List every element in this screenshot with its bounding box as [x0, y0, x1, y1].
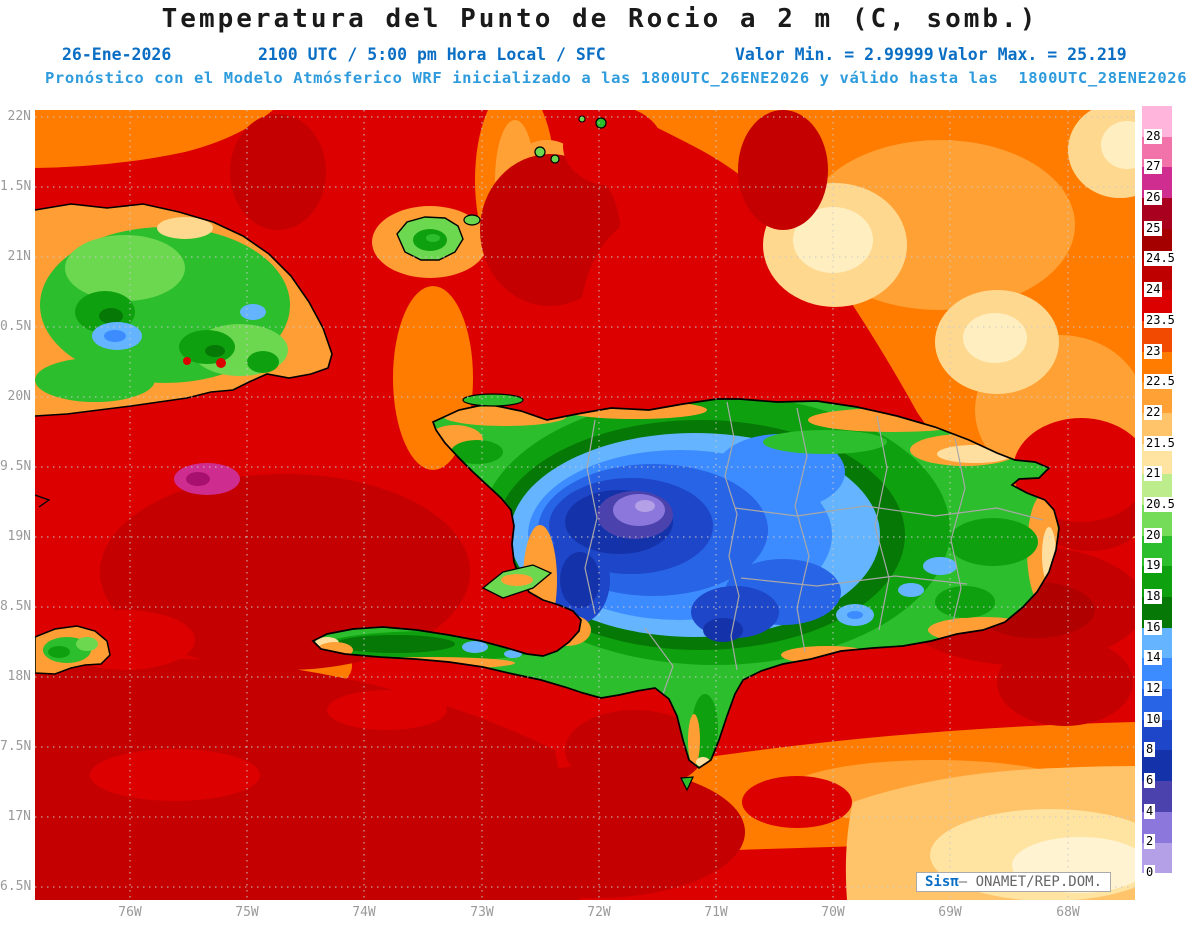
lat-label: 1.5N — [0, 179, 31, 194]
sea-pale-patches — [763, 110, 1135, 900]
lon-label: 75W — [235, 905, 259, 920]
legend-label: 19 — [1144, 558, 1163, 573]
satellite-islands — [462, 393, 694, 792]
sea-magenta-spot — [174, 463, 240, 495]
legend-label: 24 — [1144, 282, 1163, 297]
lat-label: 7.5N — [0, 739, 31, 754]
lon-label: 72W — [587, 905, 611, 920]
lon-label: 73W — [470, 905, 494, 920]
legend-label: 20 — [1144, 528, 1163, 543]
lat-label: 22N — [7, 109, 31, 124]
watermark: Sisπ– ONAMET/REP.DOM. — [916, 872, 1112, 892]
page-title: Temperatura del Punto de Rocio a 2 m (C,… — [161, 4, 1039, 34]
legend-label: 2 — [1144, 834, 1156, 849]
forecast-note: Pronóstico con el Modelo Atmósferico WRF… — [45, 69, 1188, 87]
color-legend: 28 27 26 25 24.5 24 23.5 23 22.5 22 21.5… — [1142, 106, 1177, 904]
lat-label: 17N — [7, 809, 31, 824]
weather-map — [35, 110, 1135, 900]
legend-label: 6 — [1144, 773, 1156, 788]
legend-label: 8 — [1144, 742, 1156, 757]
lon-label: 74W — [352, 905, 376, 920]
value-min: Valor Min. = 2.99999 — [735, 45, 934, 64]
coastline-fragment — [35, 494, 51, 508]
lat-label: 19N — [7, 529, 31, 544]
value-max: Valor Max. = 25.219 — [938, 45, 1127, 64]
lon-label: 70W — [821, 905, 845, 920]
lat-label: 8.5N — [0, 599, 31, 614]
legend-label: 24.5 — [1144, 251, 1177, 266]
legend-label: 28 — [1144, 129, 1163, 144]
legend-label: 4 — [1144, 804, 1156, 819]
small-islands — [396, 115, 607, 261]
legend-label: 10 — [1144, 712, 1163, 727]
legend-label: 26 — [1144, 190, 1163, 205]
legend-label: 16 — [1144, 620, 1163, 635]
lat-label: 18N — [7, 669, 31, 684]
lon-label: 69W — [938, 905, 962, 920]
watermark-suffix: – ONAMET/REP.DOM. — [958, 874, 1103, 890]
valid-date: 26-Ene-2026 — [62, 45, 172, 64]
legend-label: 12 — [1144, 681, 1163, 696]
legend-label: 22.5 — [1144, 374, 1177, 389]
lat-label: 6.5N — [0, 879, 31, 894]
legend-label: 0 — [1144, 865, 1156, 880]
lat-label: 20N — [7, 389, 31, 404]
lon-label: 76W — [118, 905, 142, 920]
lat-label: 0.5N — [0, 319, 31, 334]
sea-red-overlays — [55, 110, 1135, 828]
lat-label: 21N — [7, 249, 31, 264]
jamaica-landmass — [35, 625, 111, 675]
legend-label: 27 — [1144, 159, 1163, 174]
province-borders — [584, 401, 1044, 695]
lon-label: 71W — [704, 905, 728, 920]
legend-label: 22 — [1144, 405, 1163, 420]
lon-label: 68W — [1056, 905, 1080, 920]
lat-label: 9.5N — [0, 459, 31, 474]
legend-label: 21.5 — [1144, 436, 1177, 451]
legend-label: 21 — [1144, 466, 1163, 481]
legend-label: 23 — [1144, 344, 1163, 359]
watermark-brand: Sisπ — [925, 874, 959, 890]
legend-label: 14 — [1144, 650, 1163, 665]
legend-label: 25 — [1144, 221, 1163, 236]
valid-time: 2100 UTC / 5:00 pm Hora Local / SFC — [258, 45, 606, 64]
sea-dark-red-blobs — [35, 110, 1135, 900]
legend-label: 18 — [1144, 589, 1163, 604]
legend-label: 20.5 — [1144, 497, 1177, 512]
legend-label: 23.5 — [1144, 313, 1177, 328]
